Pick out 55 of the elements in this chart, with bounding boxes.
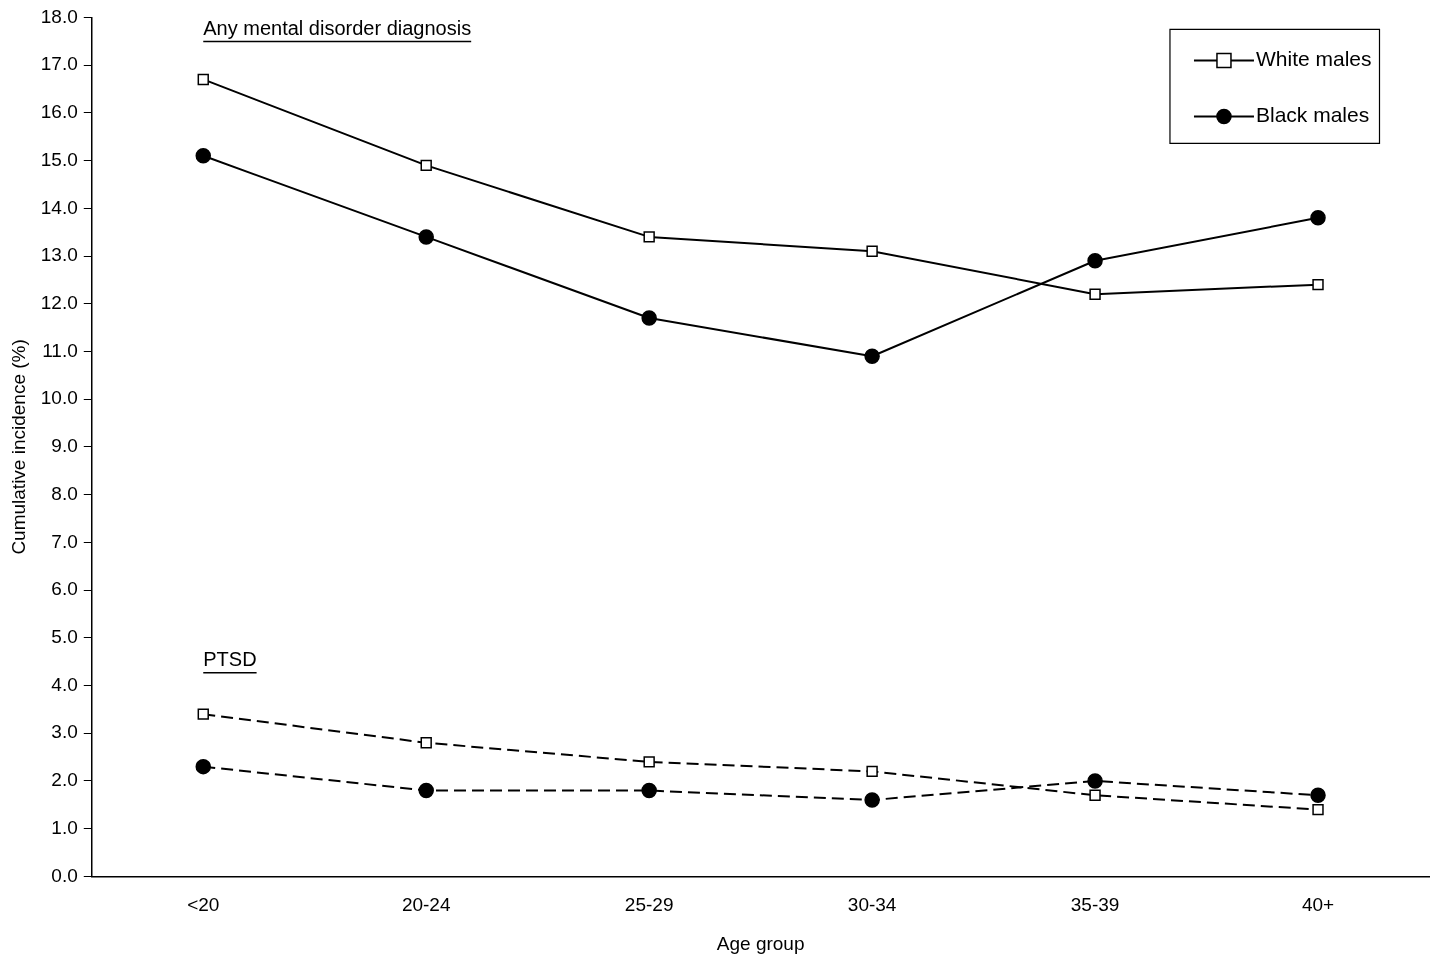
y-tick-label: 9.0: [51, 435, 78, 457]
point: [1087, 773, 1103, 789]
point: [1089, 288, 1101, 300]
y-tick-label: 15.0: [40, 148, 78, 170]
point: [195, 758, 212, 775]
point: [418, 782, 434, 799]
point: [1089, 789, 1101, 801]
point: [1312, 803, 1324, 816]
point: [197, 708, 209, 720]
point: [418, 229, 434, 245]
x-tick-label: <20: [187, 894, 220, 916]
x-tick-label: 35-39: [1070, 894, 1120, 916]
y-tick-label: 17.0: [40, 53, 78, 75]
point: [1310, 210, 1326, 226]
point: [643, 756, 655, 768]
legend-label: Black males: [1255, 103, 1370, 127]
point: [864, 792, 880, 808]
y-tick-label: 12.0: [40, 291, 78, 313]
x-tick-label: 30-34: [847, 894, 897, 916]
point: [195, 148, 212, 164]
point: [866, 245, 878, 257]
y-tick-label: 14.0: [40, 196, 78, 218]
y-tick-label: 16.0: [40, 101, 78, 123]
point: [643, 231, 655, 243]
y-tick-label: 0.0: [51, 864, 78, 886]
y-tick-label: 8.0: [51, 482, 78, 504]
point: [641, 310, 657, 326]
point: [864, 348, 880, 364]
y-tick-label: 4.0: [51, 673, 78, 695]
y-tick-label: 2.0: [51, 769, 78, 791]
point: [1310, 787, 1326, 804]
y-tick-label: 11.0: [42, 339, 78, 361]
x-tick-label: 20-24: [401, 894, 451, 916]
y-tick-label: 7.0: [51, 530, 78, 552]
x-axis-title: Age group: [716, 932, 805, 954]
y-tick-label: 3.0: [51, 721, 78, 743]
point: [641, 782, 657, 799]
annotation: PTSD: [203, 648, 257, 671]
y-tick-label: 1.0: [51, 816, 78, 838]
y-tick-label: 5.0: [51, 626, 78, 648]
point: [420, 159, 432, 172]
point: [866, 765, 878, 778]
x-tick-label: 25-29: [624, 894, 674, 916]
annotation: Any mental disorder diagnosis: [203, 16, 472, 39]
y-tick-label: 6.0: [51, 578, 78, 600]
point: [197, 73, 209, 86]
y-axis-title: Cumulative incidence (%): [7, 339, 29, 555]
x-tick-label: 40+: [1301, 894, 1335, 916]
y-tick-label: 10.0: [40, 387, 78, 409]
point: [420, 737, 432, 749]
y-tick-label: 13.0: [40, 244, 78, 266]
point: [1087, 253, 1103, 269]
y-tick-label: 18.0: [40, 5, 78, 27]
point: [1312, 278, 1324, 291]
legend-label: White males: [1255, 47, 1372, 71]
